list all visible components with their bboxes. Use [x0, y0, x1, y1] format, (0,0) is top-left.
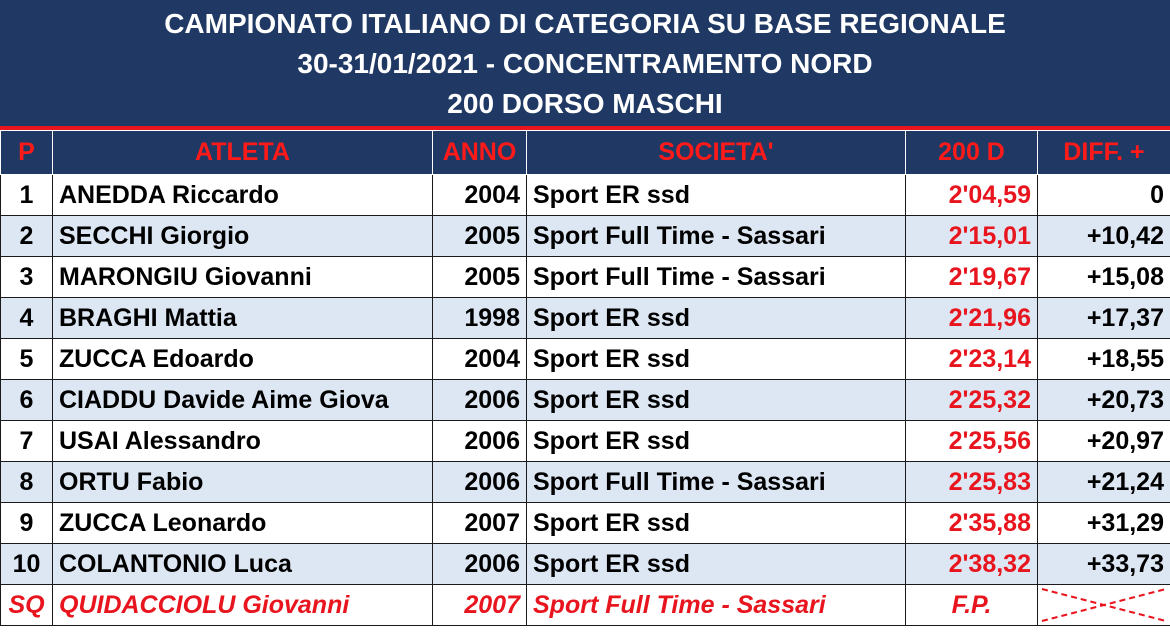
table-cell: +17,37	[1037, 297, 1170, 339]
table-cell: 1	[0, 174, 53, 216]
title-line: 200 DORSO MASCHI	[447, 88, 723, 119]
table-body: 1 ANEDDA Riccardo 2004 Sport ER ssd 2'04,59 0…	[0, 174, 1170, 626]
table-cell: 2006	[432, 379, 527, 421]
title-line: CAMPIONATO ITALIANO DI CATEGORIA SU BASE…	[164, 8, 1006, 39]
table-cell: +18,55	[1037, 338, 1170, 380]
table-cell: +31,29	[1037, 502, 1170, 544]
table-row: 9 ZUCCA Leonardo 2007 Sport ER ssd 2'35,88 +3…	[0, 502, 1170, 544]
table-cell: Sport Full Time - Sassari	[526, 461, 906, 503]
table-cell: +20,73	[1037, 379, 1170, 421]
table-cell: 2005	[432, 256, 527, 298]
table-cell: 9	[0, 502, 53, 544]
table-cell: +15,08	[1037, 256, 1170, 298]
column-header: ANNO	[432, 130, 527, 175]
table-cell: 8	[0, 461, 53, 503]
table-cell: MARONGIU Giovanni	[52, 256, 433, 298]
title-line: 30-31/01/2021 - CONCENTRAMENTO NORD	[297, 48, 873, 79]
table-cell: SQ	[0, 584, 53, 626]
table-cell: ORTU Fabio	[52, 461, 433, 503]
table-row: SQ QUIDACCIOLU Giovanni 2007 Sport Full Tim…	[0, 584, 1170, 626]
table-cell: ZUCCA Edoardo	[52, 338, 433, 380]
table-cell: 2'35,88	[905, 502, 1038, 544]
table-cell: 6	[0, 379, 53, 421]
table-cell: CIADDU Davide Aime Giova	[52, 379, 433, 421]
table-cell: F.P.	[905, 584, 1038, 626]
table-cell: 2006	[432, 420, 527, 462]
table-cell: ZUCCA Leonardo	[52, 502, 433, 544]
column-header: DIFF. +	[1037, 130, 1170, 175]
table-row: 5 ZUCCA Edoardo 2004 Sport ER ssd 2'23,14 +18…	[0, 338, 1170, 380]
table-cell: 2'21,96	[905, 297, 1038, 339]
table-row: 1 ANEDDA Riccardo 2004 Sport ER ssd 2'04,59 0	[0, 174, 1170, 216]
column-header: P	[0, 130, 53, 175]
table-cell: +20,97	[1037, 420, 1170, 462]
header-row: P ATLETA ANNO SOCIETA' 200 D DIFF. +	[0, 130, 1170, 175]
table-cell: 2'38,32	[905, 543, 1038, 585]
table-cell: Sport Full Time - Sassari	[526, 215, 906, 257]
table-cell: 0	[1037, 174, 1170, 216]
table-cell: 2'19,67	[905, 256, 1038, 298]
table-cell: +21,24	[1037, 461, 1170, 503]
table-cell: 5	[0, 338, 53, 380]
table-cell: Sport ER ssd	[526, 543, 906, 585]
table-cell: 4	[0, 297, 53, 339]
table-cell: Sport ER ssd	[526, 420, 906, 462]
table-row: 8 ORTU Fabio 2006 Sport Full Time - Sassari…	[0, 461, 1170, 503]
table-cell: SECCHI Giorgio	[52, 215, 433, 257]
table-row: 3 MARONGIU Giovanni 2005 Sport Full Time - …	[0, 256, 1170, 298]
table-cell: Sport Full Time - Sassari	[526, 256, 906, 298]
table-cell: 2004	[432, 338, 527, 380]
table-cell: BRAGHI Mattia	[52, 297, 433, 339]
table-cell: 10	[0, 543, 53, 585]
table-row: 6 CIADDU Davide Aime Giova 2006 Sport ER ss…	[0, 379, 1170, 421]
table-cell: USAI Alessandro	[52, 420, 433, 462]
table-cell: 3	[0, 256, 53, 298]
crossed-cell	[1037, 584, 1170, 626]
table-cell: 2007	[432, 584, 527, 626]
title-block: CAMPIONATO ITALIANO DI CATEGORIA SU BASE…	[0, 0, 1170, 130]
table-cell: QUIDACCIOLU Giovanni	[52, 584, 433, 626]
table-cell: Sport ER ssd	[526, 338, 906, 380]
results-table: P ATLETA ANNO SOCIETA' 200 D DIFF. + 1 ANEDDA …	[0, 130, 1170, 626]
table-cell: 2006	[432, 461, 527, 503]
table-cell: 2'15,01	[905, 215, 1038, 257]
table-row: 10 COLANTONIO Luca 2006 Sport ER ssd 2'38,32…	[0, 543, 1170, 585]
table-cell: 2'04,59	[905, 174, 1038, 216]
table-cell: +10,42	[1037, 215, 1170, 257]
table-cell: 2004	[432, 174, 527, 216]
table-cell: ANEDDA Riccardo	[52, 174, 433, 216]
table-row: 4 BRAGHI Mattia 1998 Sport ER ssd 2'21,96 +17…	[0, 297, 1170, 339]
table-cell: COLANTONIO Luca	[52, 543, 433, 585]
column-header: ATLETA	[52, 130, 433, 175]
table-cell: 2	[0, 215, 53, 257]
table-cell: 2007	[432, 502, 527, 544]
table-cell: 2'25,56	[905, 420, 1038, 462]
table-cell: 2'25,83	[905, 461, 1038, 503]
column-header: SOCIETA'	[526, 130, 906, 175]
table-cell: Sport ER ssd	[526, 297, 906, 339]
table-cell: Sport ER ssd	[526, 502, 906, 544]
table-cell: Sport ER ssd	[526, 379, 906, 421]
table-row: 7 USAI Alessandro 2006 Sport ER ssd 2'25,56 +…	[0, 420, 1170, 462]
column-header: 200 D	[905, 130, 1038, 175]
table-cell: 2006	[432, 543, 527, 585]
table-cell: +33,73	[1037, 543, 1170, 585]
table-row: 2 SECCHI Giorgio 2005 Sport Full Time - Sas…	[0, 215, 1170, 257]
table-cell: 2'23,14	[905, 338, 1038, 380]
table-cell: 1998	[432, 297, 527, 339]
table-cell: Sport ER ssd	[526, 174, 906, 216]
cross-mark	[1041, 588, 1167, 622]
table-cell: 2'25,32	[905, 379, 1038, 421]
table-cell: 7	[0, 420, 53, 462]
table-cell: 2005	[432, 215, 527, 257]
table-cell: Sport Full Time - Sassari	[526, 584, 906, 626]
